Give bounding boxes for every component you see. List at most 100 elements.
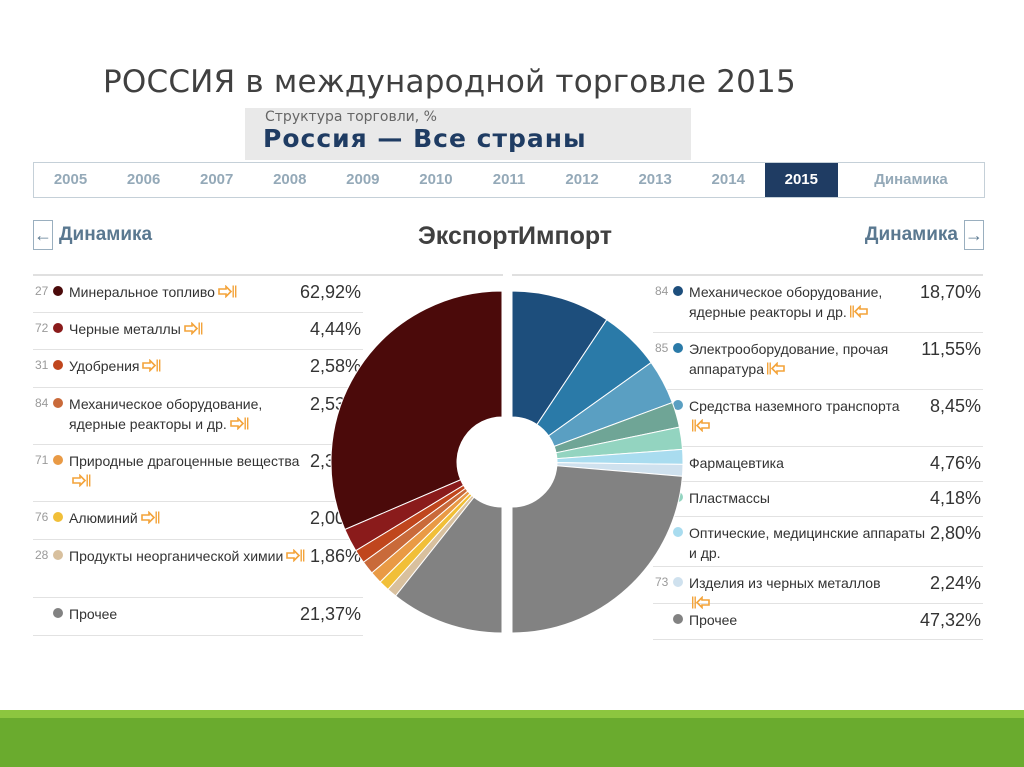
legend-swatch — [53, 512, 63, 522]
footer-stripe — [0, 710, 1024, 718]
legend-item-label: Прочее — [69, 606, 118, 622]
tab-year-2011[interactable]: 2011 — [492, 171, 526, 188]
import-legend-row[interactable]: 87 Средства наземного транспорта 8,45% — [653, 390, 983, 447]
export-legend-row[interactable]: 31 Удобрения 2,58% — [33, 350, 363, 388]
export-slice-2[interactable] — [355, 484, 467, 563]
legend-item-name: Оптические, медицинские аппараты и др. — [689, 523, 929, 563]
export-legend-row[interactable]: Прочее 21,37% — [33, 598, 363, 636]
legend-item-label: Черные металлы — [69, 321, 181, 337]
legend-item-name: Черные металлы — [69, 319, 259, 339]
legend-swatch — [673, 457, 683, 467]
tab-year-2006[interactable]: 2006 — [126, 171, 161, 188]
legend-code: 84 — [655, 284, 669, 298]
export-legend-row[interactable]: 76 Алюминий 2,00% — [33, 502, 363, 540]
export-slice-6[interactable] — [387, 494, 475, 597]
export-slice-3[interactable] — [362, 487, 469, 574]
legend-item-label: Оптические, медицинские аппараты и др. — [689, 525, 926, 561]
import-slice-1[interactable] — [536, 318, 652, 437]
legend-code: 30 — [655, 455, 669, 469]
legend-item-name: Механическое оборудование, ядерные реакт… — [689, 282, 889, 322]
legend-code: 72 — [35, 321, 49, 335]
header-title: Россия — Все страны — [263, 124, 587, 153]
import-legend-row[interactable]: Прочее 47,32% — [653, 604, 983, 640]
dynamics-arrow-icon[interactable] — [691, 419, 711, 432]
tab-year-2009[interactable]: 2009 — [346, 171, 380, 188]
export-legend-row[interactable]: 28 Продукты неорганической химии 1,86% — [33, 540, 363, 598]
legend-code: 84 — [35, 396, 49, 410]
legend-swatch — [53, 455, 63, 465]
tab-year-2012[interactable]: 2012 — [565, 171, 599, 188]
legend-item-name: Прочее — [689, 610, 889, 630]
dynamics-arrow-icon[interactable] — [691, 596, 711, 609]
export-label: Экспорт — [418, 222, 520, 250]
legend-item-name: Электрооборудование, прочая аппаратура — [689, 339, 899, 379]
legend-item-label: Удобрения — [69, 358, 140, 374]
dynamics-arrow-icon[interactable] — [183, 322, 203, 335]
legend-percent: 2,58% — [309, 356, 361, 376]
tab-year-2005[interactable]: 2005 — [53, 171, 88, 188]
legend-item-label: Минеральное топливо — [69, 284, 215, 300]
tab-year-2014[interactable]: 2014 — [711, 171, 745, 188]
legend-percent: 62,92% — [299, 282, 361, 302]
header-subtitle: Структура торговли, % — [265, 109, 437, 125]
legend-item-name: Минеральное топливо — [69, 282, 259, 302]
import-legend-row[interactable]: 30 Фармацевтика 4,76% — [653, 447, 983, 482]
tab-year-2010[interactable]: 2010 — [419, 171, 453, 188]
legend-percent: 47,32% — [919, 610, 981, 630]
dynamics-arrow-icon[interactable] — [229, 417, 249, 430]
dynamics-left-label: Динамика — [59, 224, 153, 245]
legend-percent: 4,18% — [929, 488, 981, 508]
export-legend-row[interactable]: 72 Черные металлы 4,44% — [33, 313, 363, 350]
legend-code: 31 — [35, 358, 49, 372]
export-slice-5[interactable] — [379, 492, 473, 591]
dynamics-arrow-icon[interactable] — [766, 362, 786, 375]
legend-item-label: Механическое оборудование, ядерные реакт… — [689, 284, 883, 320]
legend-item-name: Прочее — [69, 604, 259, 624]
legend-percent: 4,44% — [309, 319, 361, 339]
import-legend-row[interactable]: 90 Оптические, медицинские аппараты и др.… — [653, 517, 983, 567]
legend-swatch — [53, 550, 63, 560]
legend-code: 85 — [655, 341, 669, 355]
dynamics-arrow-icon[interactable] — [217, 285, 237, 298]
export-header-rule — [33, 274, 503, 276]
import-header-rule — [512, 274, 983, 276]
export-slice-4[interactable] — [371, 490, 471, 583]
tab-dynamics[interactable]: Динамика — [874, 171, 948, 188]
legend-swatch — [53, 398, 63, 408]
arrow-right-icon[interactable]: → — [964, 220, 984, 250]
header-panel — [245, 108, 691, 160]
import-legend-row[interactable]: 73 Изделия из черных металлов 2,24% — [653, 567, 983, 609]
tab-year-2007[interactable]: 2007 — [200, 171, 234, 188]
export-legend-row[interactable]: 84 Механическое оборудование, ядерные реа… — [33, 388, 363, 445]
tab-year-2013[interactable]: 2013 — [638, 171, 672, 188]
legend-swatch — [673, 527, 683, 537]
tab-year-2015[interactable]: 2015 — [764, 163, 838, 197]
import-slice-0[interactable] — [511, 290, 608, 426]
import-legend-row[interactable]: 39 Пластмассы 4,18% — [653, 482, 983, 517]
import-legend-row[interactable]: 85 Электрооборудование, прочая аппаратура… — [653, 333, 983, 390]
import-legend-row[interactable]: 84 Механическое оборудование, ядерные реа… — [653, 276, 983, 333]
legend-percent: 2,80% — [929, 523, 981, 543]
arrow-left-icon[interactable]: ← — [33, 220, 53, 250]
dynamics-arrow-icon[interactable] — [141, 359, 161, 372]
dynamics-left[interactable]: ← Динамика — [33, 220, 158, 250]
dynamics-right[interactable]: Динамика → — [859, 220, 984, 250]
legend-percent: 2,30% — [309, 451, 361, 471]
legend-item-label: Алюминий — [69, 510, 138, 526]
legend-swatch — [673, 286, 683, 296]
export-legend-row[interactable]: 71 Природные драгоценные вещества 2,30% — [33, 445, 363, 502]
legend-code: 27 — [35, 284, 49, 298]
legend-code: 90 — [655, 525, 669, 539]
dynamics-arrow-icon[interactable] — [849, 305, 869, 318]
export-slice-7[interactable] — [394, 496, 503, 634]
export-legend-row[interactable]: 27 Минеральное топливо 62,92% — [33, 276, 363, 313]
dynamics-arrow-icon[interactable] — [71, 474, 91, 487]
dynamics-arrow-icon[interactable] — [285, 549, 305, 562]
legend-percent: 2,24% — [929, 573, 981, 593]
legend-item-name: Продукты неорганической химии — [69, 546, 314, 566]
legend-item-label: Средства наземного транспорта — [689, 398, 900, 414]
legend-item-name: Механическое оборудование, ядерные реакт… — [69, 394, 274, 434]
legend-item-name: Изделия из черных металлов — [689, 573, 889, 613]
dynamics-arrow-icon[interactable] — [140, 511, 160, 524]
tab-year-2008[interactable]: 2008 — [273, 171, 307, 188]
